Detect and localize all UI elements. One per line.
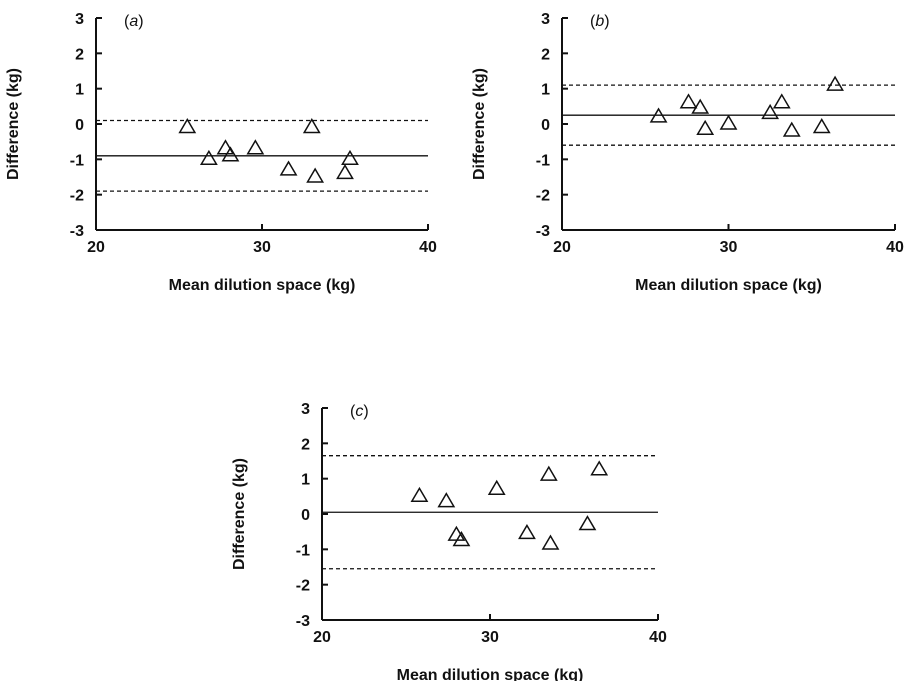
x-tick-label-c: 30 bbox=[481, 629, 499, 646]
y-axis-label-a: Difference (kg) bbox=[5, 68, 22, 180]
x-tick-label-c: 20 bbox=[313, 629, 331, 646]
y-tick-label-c: -1 bbox=[296, 542, 310, 559]
data-point-b bbox=[719, 114, 738, 130]
y-tick-label-b: -2 bbox=[536, 188, 550, 205]
data-point-c bbox=[518, 523, 536, 540]
data-point-a bbox=[246, 139, 265, 155]
data-point-c bbox=[452, 531, 471, 547]
x-axis-label-c: Mean dilution space (kg) bbox=[397, 667, 584, 681]
x-tick-label-c: 40 bbox=[649, 629, 667, 646]
data-point-c bbox=[578, 515, 597, 531]
panel-c: -3 -2 -1 0 1 2 3 20 30 40 Mean dilution space (kg)… bbox=[231, 401, 667, 681]
data-point-a bbox=[306, 167, 325, 183]
y-tick-label-a: -1 bbox=[70, 152, 84, 169]
data-point-b bbox=[772, 93, 791, 109]
y-tick-label-b: -3 bbox=[536, 223, 550, 240]
y-tick-label-b: 2 bbox=[541, 46, 550, 63]
y-tick-label-c: -3 bbox=[296, 613, 310, 630]
y-tick-label-c: 2 bbox=[301, 436, 310, 453]
y-tick-label-b: -1 bbox=[536, 152, 550, 169]
data-point-c bbox=[539, 465, 558, 481]
x-tick-label-a: 40 bbox=[419, 239, 437, 256]
y-tick-label-a: -2 bbox=[70, 188, 84, 205]
data-point-a bbox=[216, 139, 235, 155]
y-axis-label-b: Difference (kg) bbox=[471, 68, 488, 180]
x-tick-label-b: 40 bbox=[886, 239, 904, 256]
x-tick-label-b: 20 bbox=[553, 239, 571, 256]
x-tick-label-a: 30 bbox=[253, 239, 271, 256]
y-axis-label-c: Difference (kg) bbox=[231, 458, 248, 570]
x-axis-label-b: Mean dilution space (kg) bbox=[635, 277, 822, 294]
y-tick-label-a: 0 bbox=[75, 117, 84, 134]
data-point-a bbox=[199, 149, 218, 166]
data-point-a bbox=[341, 149, 359, 166]
data-point-b bbox=[761, 103, 780, 120]
y-tick-label-c: 0 bbox=[301, 507, 310, 524]
panel-label-b: (b) bbox=[590, 13, 610, 30]
data-point-a bbox=[336, 163, 354, 180]
y-tick-label-a: 3 bbox=[75, 11, 84, 28]
panel-label-c: (c) bbox=[350, 403, 369, 420]
data-point-b bbox=[826, 75, 844, 91]
data-point-b bbox=[812, 118, 831, 134]
data-point-a bbox=[302, 118, 321, 134]
data-point-b bbox=[696, 119, 715, 136]
data-point-c bbox=[410, 486, 429, 503]
data-point-c bbox=[541, 534, 560, 550]
y-tick-label-c: 3 bbox=[301, 401, 310, 418]
x-axis-label-a: Mean dilution space (kg) bbox=[169, 277, 356, 294]
y-tick-label-a: 1 bbox=[75, 82, 84, 99]
panel-a: -3 -2 -1 0 1 2 3 20 30 40 Mean dilution space (kg)… bbox=[5, 11, 437, 294]
data-point-b bbox=[679, 93, 698, 109]
data-point-a bbox=[221, 146, 240, 162]
data-point-b bbox=[649, 107, 668, 123]
data-point-b bbox=[691, 98, 710, 114]
data-point-c bbox=[487, 479, 506, 495]
y-tick-label-b: 1 bbox=[541, 82, 550, 99]
x-tick-label-b: 30 bbox=[720, 239, 738, 256]
panel-label-a: (a) bbox=[124, 13, 144, 30]
y-tick-label-b: 0 bbox=[541, 117, 550, 134]
x-tick-label-a: 20 bbox=[87, 239, 105, 256]
data-point-c bbox=[437, 492, 456, 508]
y-tick-label-b: 3 bbox=[541, 11, 550, 28]
panel-b: -3 -2 -1 0 1 2 3 20 30 40 Mean dilution space (kg)… bbox=[471, 11, 904, 294]
y-tick-label-a: -3 bbox=[70, 223, 84, 240]
data-point-a bbox=[279, 160, 298, 176]
data-point-c bbox=[590, 460, 609, 476]
data-point-a bbox=[178, 118, 197, 134]
y-tick-label-c: 1 bbox=[301, 472, 310, 489]
data-point-b bbox=[782, 121, 801, 137]
y-tick-label-a: 2 bbox=[75, 46, 84, 63]
y-tick-label-c: -2 bbox=[296, 578, 310, 595]
